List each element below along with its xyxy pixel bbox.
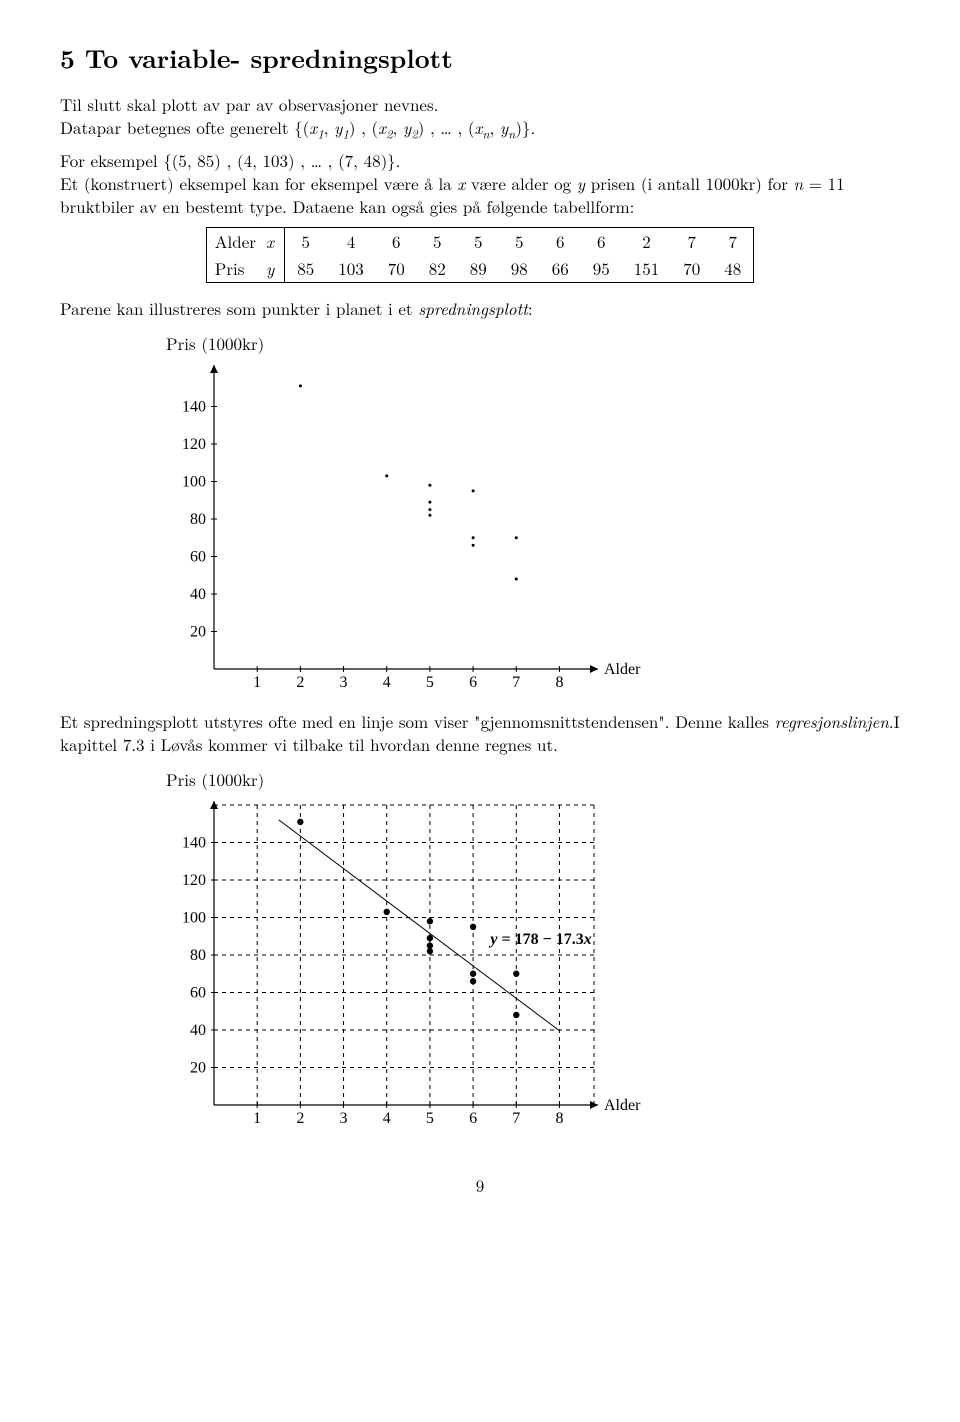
- cell: 82: [417, 255, 458, 282]
- svg-text:20: 20: [190, 1059, 206, 1076]
- table-row: Alder x 5 4 6 5 5 5 6 6 2 7 7: [206, 228, 753, 255]
- svg-text:y = 178 − 17.3x: y = 178 − 17.3x: [488, 931, 591, 948]
- svg-text:6: 6: [469, 1110, 477, 1127]
- svg-text:7: 7: [512, 1110, 520, 1127]
- cell: 85: [285, 255, 327, 282]
- cell: 66: [540, 255, 581, 282]
- svg-text:100: 100: [182, 474, 206, 491]
- regression-para: Et spredningsplott utstyres ofte med en …: [60, 710, 900, 756]
- cell: 6: [376, 228, 417, 255]
- example-para: For eksempel {(5, 85) , (4, 103) , … , (…: [60, 149, 900, 218]
- cell: 6: [540, 228, 581, 255]
- svg-text:80: 80: [190, 947, 206, 964]
- row-label: Pris: [206, 255, 262, 282]
- svg-text:Alder: Alder: [604, 661, 641, 678]
- term: spredningsplott: [418, 296, 528, 320]
- section-heading: 5 To variable- spredningsplott: [60, 40, 900, 75]
- svg-text:120: 120: [182, 872, 206, 889]
- cell: 7: [671, 228, 712, 255]
- chart-2-ylabel: Pris (1000kr): [166, 768, 900, 791]
- cell: 4: [326, 228, 376, 255]
- cell: 48: [712, 255, 754, 282]
- scatter-intro: Parene kan illustreres som punkter i pla…: [60, 297, 900, 320]
- svg-text:6: 6: [469, 674, 477, 691]
- cell: 103: [326, 255, 376, 282]
- chart-1-container: Pris (1000kr) 1234567820406080100120140A…: [170, 332, 900, 702]
- cell: 6: [581, 228, 622, 255]
- svg-text:4: 4: [383, 1110, 391, 1127]
- svg-text:60: 60: [190, 549, 206, 566]
- cell: 5: [417, 228, 458, 255]
- svg-text:40: 40: [190, 1022, 206, 1039]
- row-var: y: [262, 255, 285, 282]
- cell: 98: [499, 255, 540, 282]
- cell: 5: [458, 228, 499, 255]
- svg-text:140: 140: [182, 399, 206, 416]
- cell: 7: [712, 228, 754, 255]
- text: Datapar betegnes ofte generelt: [60, 115, 294, 139]
- text: Til slutt skal plott av par av observasj…: [60, 92, 438, 116]
- cell: 151: [622, 255, 672, 282]
- svg-text:Alder: Alder: [604, 1097, 641, 1114]
- svg-text:20: 20: [190, 624, 206, 641]
- svg-text:1: 1: [253, 674, 261, 691]
- svg-text:2: 2: [296, 674, 304, 691]
- intro-para: Til slutt skal plott av par av observasj…: [60, 93, 900, 143]
- cell: 5: [499, 228, 540, 255]
- svg-text:40: 40: [190, 586, 206, 603]
- svg-text:3: 3: [340, 674, 348, 691]
- cell: 5: [285, 228, 327, 255]
- svg-text:7: 7: [512, 674, 520, 691]
- cell: 2: [622, 228, 672, 255]
- cell: 89: [458, 255, 499, 282]
- svg-text:120: 120: [182, 436, 206, 453]
- cell: 70: [376, 255, 417, 282]
- scatter-chart-1: 1 2 3 4 5 6 7 8 20 40 60 80 100 120 140 Alder: [170, 359, 654, 697]
- row-var: x: [262, 228, 285, 255]
- text: :: [528, 296, 533, 320]
- cell: 70: [671, 255, 712, 282]
- svg-text:100: 100: [182, 909, 206, 926]
- svg-text:4: 4: [383, 674, 391, 691]
- table-row: Pris y 85 103 70 82 89 98 66 95 151 70 4…: [206, 255, 753, 282]
- svg-text:5: 5: [426, 674, 434, 691]
- row-label: Alder: [206, 228, 262, 255]
- svg-text:60: 60: [190, 984, 206, 1001]
- svg-text:2: 2: [296, 1110, 304, 1127]
- svg-text:80: 80: [190, 511, 206, 528]
- term: regresjonslinjen: [775, 709, 889, 733]
- chart-1-ylabel: Pris (1000kr): [166, 332, 900, 355]
- svg-text:1: 1: [253, 1110, 261, 1127]
- page-number: 9: [60, 1174, 900, 1197]
- svg-text:140: 140: [182, 834, 206, 851]
- svg-text:5: 5: [426, 1110, 434, 1127]
- text: Parene kan illustreres som punkter i pla…: [60, 296, 418, 320]
- data-table: Alder x 5 4 6 5 5 5 6 6 2 7 7 Pris y 85 …: [206, 227, 754, 283]
- text: Et spredningsplott utstyres ofte med en …: [60, 709, 775, 733]
- svg-text:8: 8: [555, 1110, 563, 1127]
- svg-text:8: 8: [555, 674, 563, 691]
- svg-text:3: 3: [340, 1110, 348, 1127]
- text: For eksempel: [60, 148, 163, 172]
- scatter-chart-2: 1 2 3 4 5 6 7 8 20 40 60 80 100 120 140 Alder y = 178 − …: [170, 795, 654, 1133]
- chart-2-container: Pris (1000kr) 1234567820406080100120140A…: [170, 768, 900, 1138]
- cell: 95: [581, 255, 622, 282]
